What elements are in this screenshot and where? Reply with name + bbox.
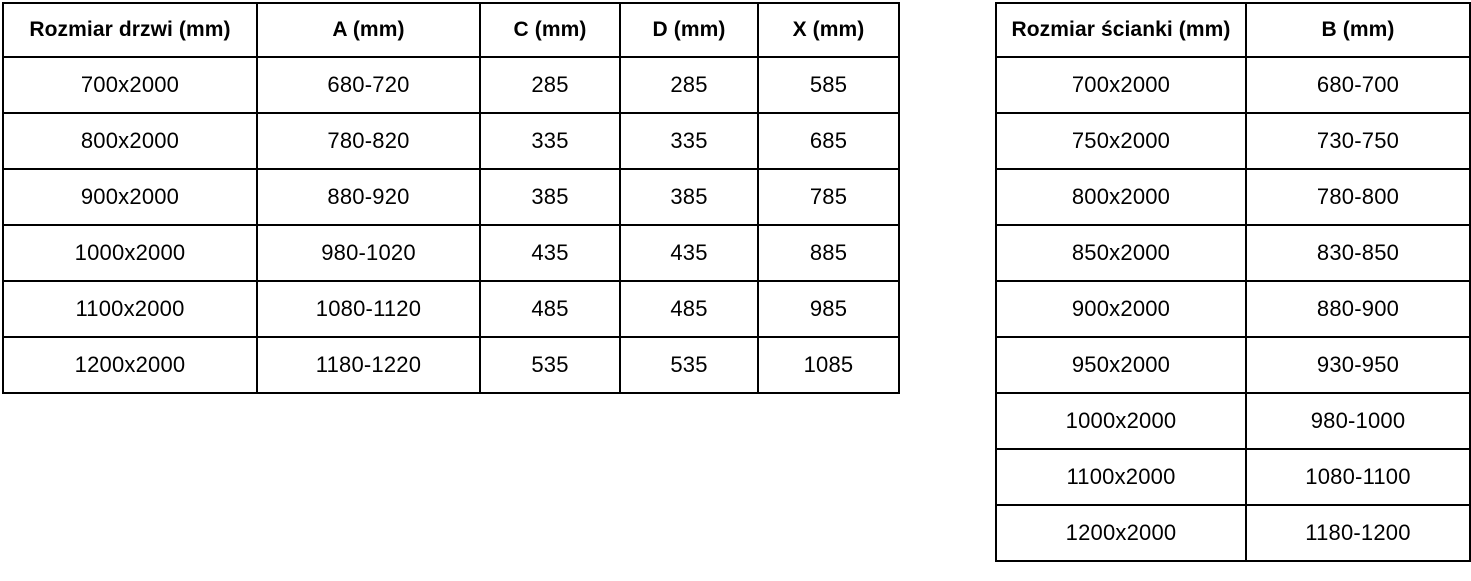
cell-door-size: 900x2000: [2, 168, 258, 226]
column-header-wall-size: Rozmiar ścianki (mm): [995, 2, 1247, 58]
table-row: 800x2000 780-800: [995, 168, 1471, 226]
cell-d: 485: [619, 280, 759, 338]
cell-wall-size: 750x2000: [995, 112, 1247, 170]
cell-a: 680-720: [256, 56, 481, 114]
cell-c: 535: [479, 336, 621, 394]
table-row: 1200x2000 1180-1220 535 535 1085: [2, 336, 900, 394]
cell-a: 980-1020: [256, 224, 481, 282]
cell-b: 830-850: [1245, 224, 1471, 282]
cell-b: 980-1000: [1245, 392, 1471, 450]
cell-d: 435: [619, 224, 759, 282]
cell-d: 385: [619, 168, 759, 226]
cell-wall-size: 900x2000: [995, 280, 1247, 338]
cell-b: 780-800: [1245, 168, 1471, 226]
table-row: 1000x2000 980-1000: [995, 392, 1471, 450]
cell-c: 485: [479, 280, 621, 338]
table-row: 750x2000 730-750: [995, 112, 1471, 170]
cell-c: 435: [479, 224, 621, 282]
cell-wall-size: 700x2000: [995, 56, 1247, 114]
cell-x: 785: [757, 168, 900, 226]
cell-door-size: 1100x2000: [2, 280, 258, 338]
cell-b: 880-900: [1245, 280, 1471, 338]
table-row: 900x2000 880-900: [995, 280, 1471, 338]
cell-a: 1080-1120: [256, 280, 481, 338]
cell-door-size: 700x2000: [2, 56, 258, 114]
cell-wall-size: 850x2000: [995, 224, 1247, 282]
table-row: 900x2000 880-920 385 385 785: [2, 168, 900, 226]
table-row: 700x2000 680-720 285 285 585: [2, 56, 900, 114]
table-row: 800x2000 780-820 335 335 685: [2, 112, 900, 170]
cell-b: 1180-1200: [1245, 504, 1471, 562]
table-header-row: Rozmiar drzwi (mm) A (mm) C (mm) D (mm) …: [2, 2, 900, 58]
cell-d: 335: [619, 112, 759, 170]
column-header-a: A (mm): [256, 2, 481, 58]
table-row: 1200x2000 1180-1200: [995, 504, 1471, 562]
cell-c: 385: [479, 168, 621, 226]
cell-a: 780-820: [256, 112, 481, 170]
table-row: 850x2000 830-850: [995, 224, 1471, 282]
table-row: 950x2000 930-950: [995, 336, 1471, 394]
table-row: 1100x2000 1080-1100: [995, 448, 1471, 506]
column-header-d: D (mm): [619, 2, 759, 58]
cell-b: 730-750: [1245, 112, 1471, 170]
cell-x: 585: [757, 56, 900, 114]
cell-wall-size: 800x2000: [995, 168, 1247, 226]
column-header-c: C (mm): [479, 2, 621, 58]
column-header-x: X (mm): [757, 2, 900, 58]
cell-wall-size: 950x2000: [995, 336, 1247, 394]
cell-c: 285: [479, 56, 621, 114]
door-size-table: Rozmiar drzwi (mm) A (mm) C (mm) D (mm) …: [2, 2, 900, 394]
cell-wall-size: 1100x2000: [995, 448, 1247, 506]
cell-door-size: 1000x2000: [2, 224, 258, 282]
cell-b: 1080-1100: [1245, 448, 1471, 506]
cell-wall-size: 1000x2000: [995, 392, 1247, 450]
wall-size-table: Rozmiar ścianki (mm) B (mm) 700x2000 680…: [995, 2, 1471, 562]
cell-d: 285: [619, 56, 759, 114]
cell-a: 1180-1220: [256, 336, 481, 394]
cell-door-size: 800x2000: [2, 112, 258, 170]
table-row: 700x2000 680-700: [995, 56, 1471, 114]
cell-x: 985: [757, 280, 900, 338]
table-row: 1100x2000 1080-1120 485 485 985: [2, 280, 900, 338]
door-table-body: 700x2000 680-720 285 285 585 800x2000 78…: [2, 56, 900, 394]
cell-x: 885: [757, 224, 900, 282]
cell-b: 680-700: [1245, 56, 1471, 114]
cell-wall-size: 1200x2000: [995, 504, 1247, 562]
table-header-row: Rozmiar ścianki (mm) B (mm): [995, 2, 1471, 58]
wall-table-body: 700x2000 680-700 750x2000 730-750 800x20…: [995, 56, 1471, 562]
cell-c: 335: [479, 112, 621, 170]
column-header-b: B (mm): [1245, 2, 1471, 58]
table-row: 1000x2000 980-1020 435 435 885: [2, 224, 900, 282]
cell-x: 1085: [757, 336, 900, 394]
cell-a: 880-920: [256, 168, 481, 226]
column-header-door-size: Rozmiar drzwi (mm): [2, 2, 258, 58]
cell-door-size: 1200x2000: [2, 336, 258, 394]
cell-x: 685: [757, 112, 900, 170]
cell-d: 535: [619, 336, 759, 394]
cell-b: 930-950: [1245, 336, 1471, 394]
